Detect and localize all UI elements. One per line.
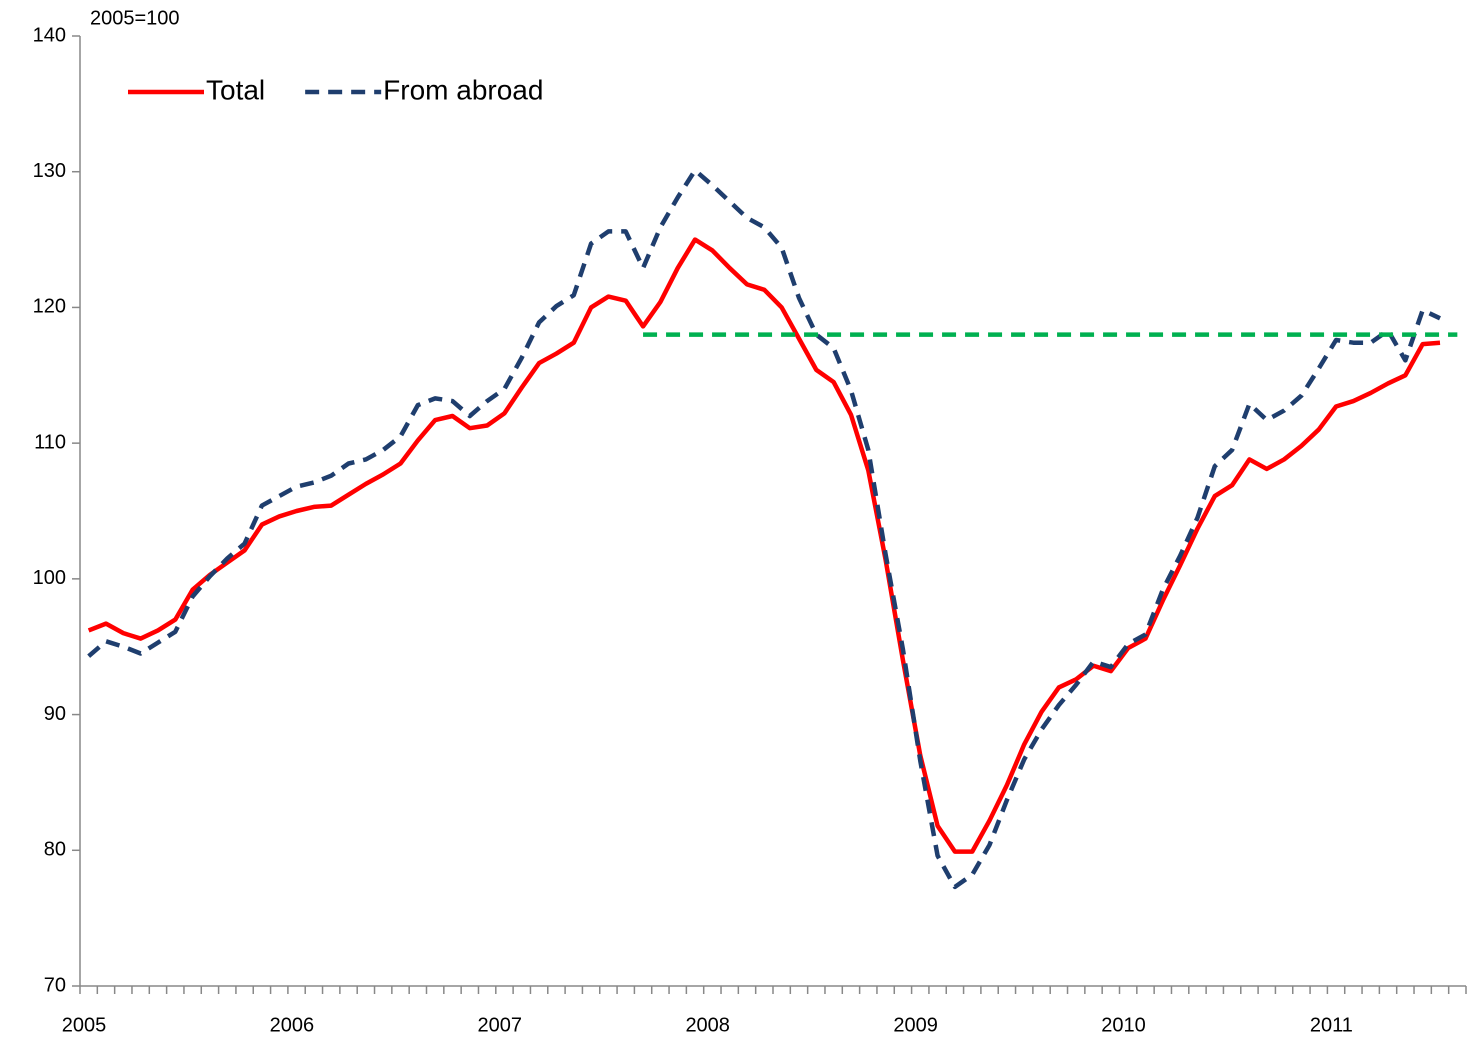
y-tick-label: 130 [33,160,66,182]
legend-label: From abroad [383,74,543,105]
x-tick-label: 2006 [270,1014,315,1036]
x-tick-label: 2005 [62,1014,107,1036]
y-tick-label: 90 [44,703,66,725]
y-tick-label: 70 [44,974,66,996]
series-line [87,237,1441,854]
y-tick-label: 140 [33,24,66,46]
y-unit-label: 2005=100 [90,7,180,29]
x-tick-label: 2009 [893,1014,938,1036]
series-line [87,168,1441,890]
x-tick-label: 2010 [1101,1014,1146,1036]
y-tick-label: 110 [34,431,66,453]
y-tick-label: 80 [44,839,66,861]
y-tick-label: 120 [33,296,66,318]
x-tick-label: 2008 [685,1014,730,1036]
x-tick-label: 2011 [1310,1014,1353,1036]
x-tick-label: 2007 [478,1014,523,1036]
legend-label: Total [206,74,265,105]
y-tick-label: 100 [33,567,66,589]
